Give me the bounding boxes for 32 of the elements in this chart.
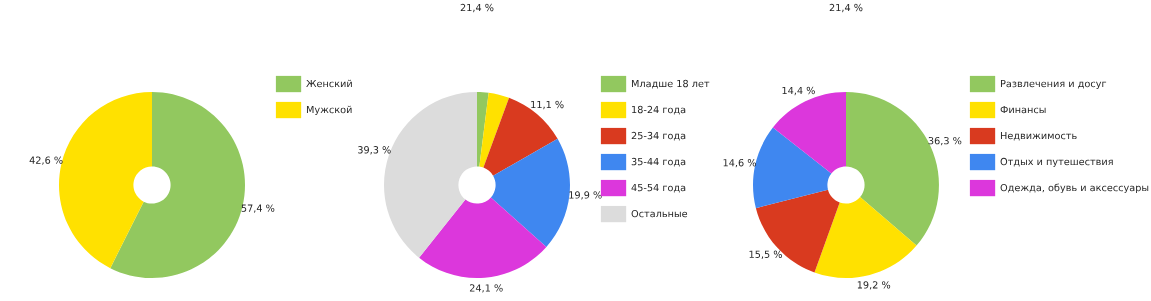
data-label: 57,4 % [241, 204, 275, 213]
data-label: 19,9 % [569, 191, 602, 200]
donut-slice [479, 92, 510, 168]
data-label: 15,5 % [749, 250, 782, 259]
donut-slice [490, 138, 570, 247]
data-label: 14,4 % [782, 86, 815, 96]
data-label: 14,6 % [723, 159, 756, 168]
legend-label: Финансы [1000, 105, 1046, 114]
legend-label: 35-44 года [631, 157, 686, 167]
text: 21,4 % [460, 3, 494, 13]
legend-label: 18-24 года [632, 105, 686, 115]
legend-label: Одежда, обувь и аксессуары [1000, 183, 1149, 194]
data-label: 36,3 % [928, 137, 962, 146]
donut-slice [814, 197, 917, 278]
data-label: 42,6 % [29, 156, 63, 165]
data-label: 19,2 % [857, 281, 891, 290]
data-label: 24,1 % [469, 284, 503, 293]
legend-label: Недвижимость [1000, 132, 1077, 141]
legend-label: Остальные [631, 209, 688, 218]
donut-slice [419, 197, 547, 278]
legend-label: 25-34 года [631, 131, 686, 141]
text: 21,4 % [829, 3, 863, 13]
legend-label: Развлечения и досуг [1000, 79, 1107, 90]
legend-label: 45-54 года [631, 184, 686, 193]
legend-label: Отдых и путешествия [1000, 157, 1113, 168]
donut-slice [477, 92, 489, 167]
data-label: 39,3 % [358, 146, 391, 155]
legend-label: Мужской [306, 105, 352, 116]
legend-label: Младше 18 лет [631, 79, 710, 89]
legend-label: Женский [306, 79, 352, 88]
donut-slice [384, 92, 477, 258]
data-label: 11,1 % [531, 100, 564, 110]
